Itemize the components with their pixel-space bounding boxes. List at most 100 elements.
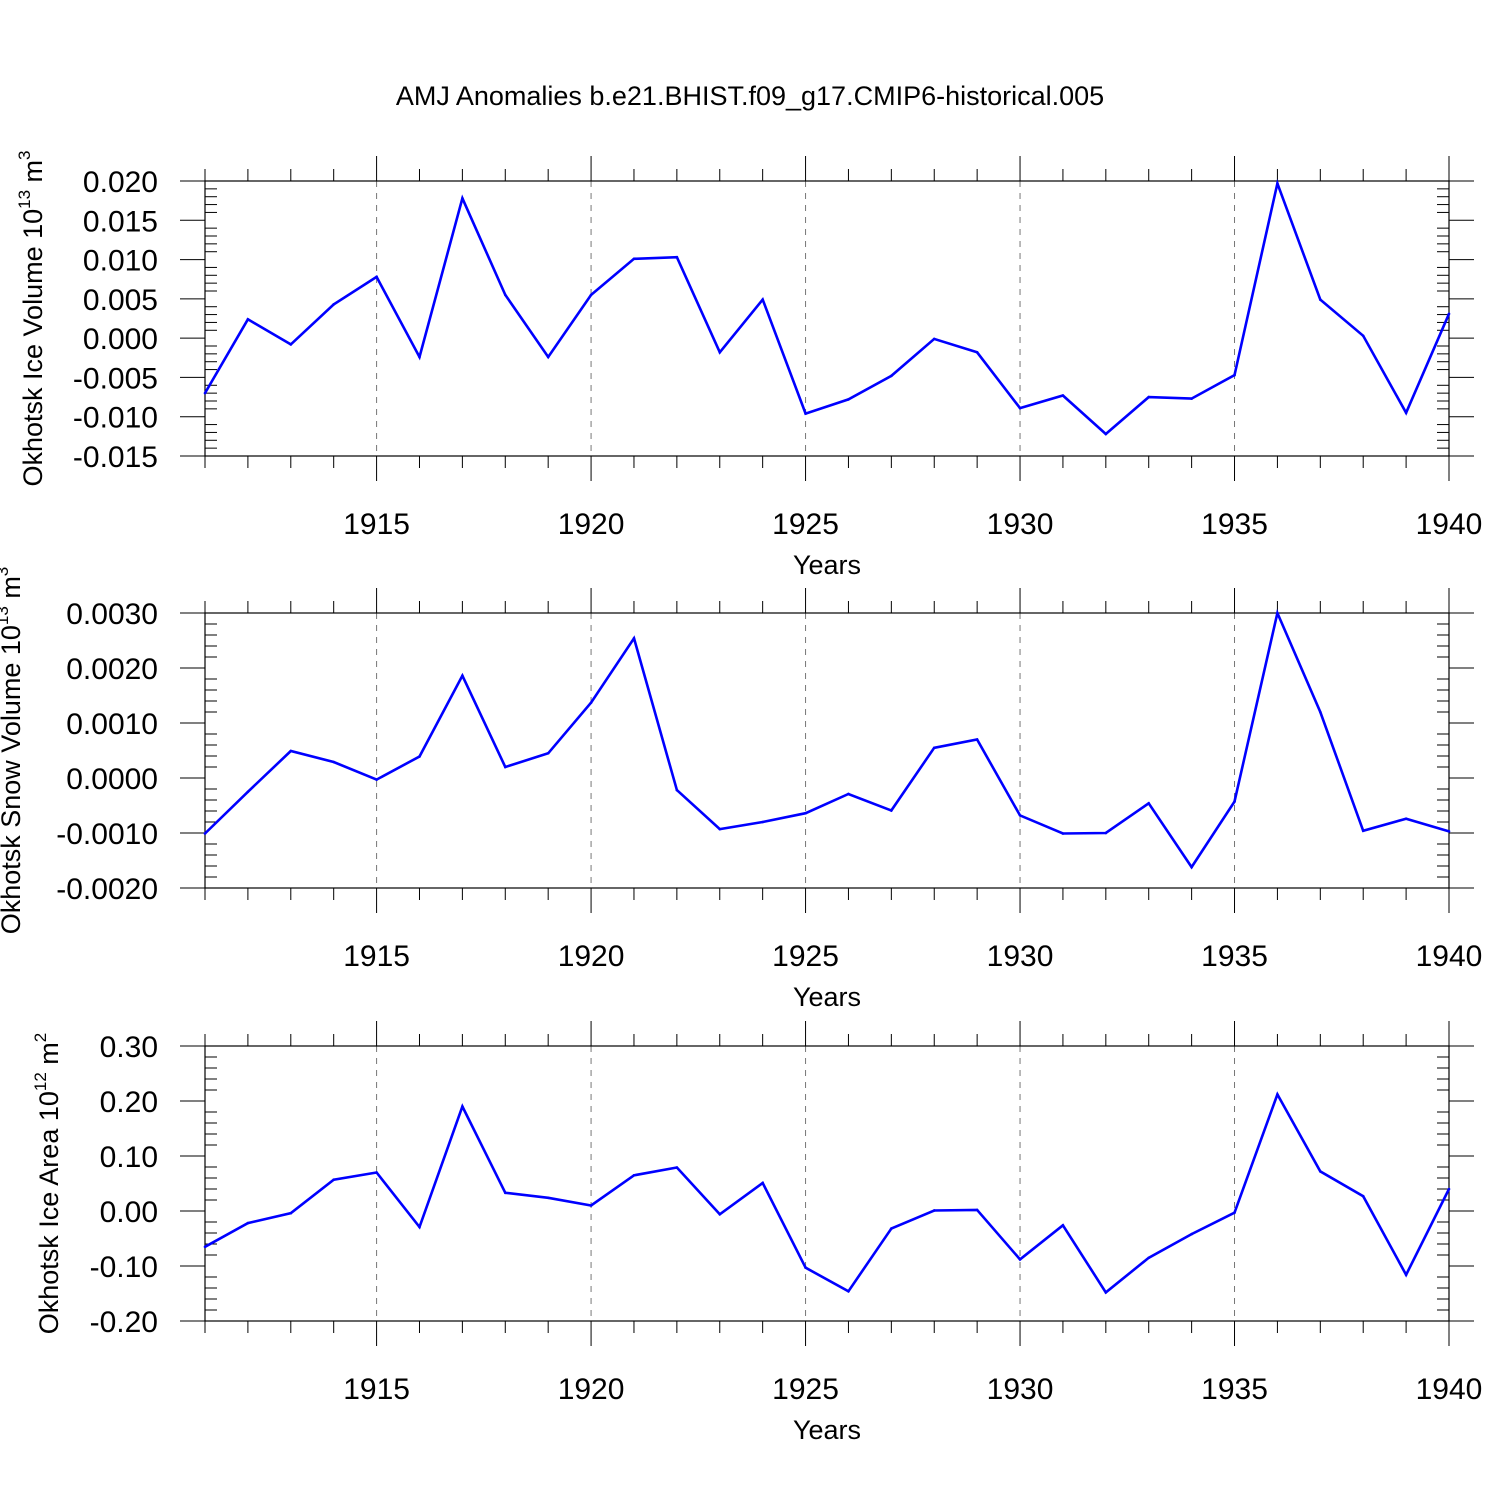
data-point (503, 765, 507, 769)
data-point (332, 760, 335, 764)
data-point (589, 293, 593, 297)
y-tick-label: 0.30 (100, 1031, 158, 1064)
data-point (503, 1191, 507, 1195)
plot-frame (204, 1045, 1450, 1322)
data-point (1147, 395, 1151, 399)
data-point (1104, 831, 1108, 835)
data-point (890, 809, 893, 812)
y-axis-label-exponent: 12 (31, 1072, 50, 1091)
data-point (675, 788, 679, 792)
x-tick-label: 1940 (1416, 508, 1483, 541)
y-axis-label-text: Okhotsk Snow Volume 10 (0, 625, 26, 934)
x-tick-label: 1930 (987, 508, 1054, 541)
y-axis-label: Okhotsk Ice Volume 1013 m3 (15, 150, 48, 486)
data-point (1061, 1224, 1065, 1227)
data-point (503, 293, 507, 297)
data-point (1233, 373, 1236, 377)
y-tick-label: -0.0010 (56, 818, 158, 851)
x-tick-label: 1925 (772, 508, 839, 541)
y-tick-label: 0.0020 (66, 653, 158, 686)
series-line (203, 178, 1451, 436)
y-tick-label: 0.015 (83, 205, 158, 238)
data-point (1447, 1187, 1451, 1191)
x-tick-label: 1940 (1416, 940, 1483, 973)
data-point (1319, 1170, 1322, 1173)
data-point (1361, 829, 1365, 833)
data-point (1104, 432, 1108, 436)
x-tick-label: 1935 (1201, 1373, 1268, 1406)
data-point (461, 674, 464, 677)
data-point (975, 738, 979, 741)
data-point (1361, 1194, 1365, 1198)
data-point (932, 1209, 936, 1212)
y-axis-label: Okhotsk Snow Volume 1013 m3 (0, 567, 26, 935)
data-point (761, 820, 764, 824)
y-tick-label: -0.015 (73, 441, 158, 474)
y-tick-label: 0.020 (83, 166, 158, 199)
data-point (546, 1196, 550, 1200)
data-point (589, 701, 593, 704)
data-point (1061, 832, 1065, 835)
data-point (246, 317, 250, 321)
x-tick-label: 1920 (558, 508, 625, 541)
x-axis-label: Years (793, 1415, 861, 1445)
plot-frame (204, 180, 1450, 457)
data-point (847, 1290, 850, 1293)
data-point (632, 637, 636, 640)
y-tick-label: 0.10 (100, 1141, 158, 1174)
y-axis-label-unit-exponent: 2 (31, 1033, 50, 1042)
data-point (461, 196, 464, 200)
data-point (1147, 1256, 1151, 1260)
data-point (589, 1204, 593, 1207)
data-point (1147, 802, 1151, 805)
data-point (1276, 611, 1279, 615)
y-axis-label-unit: m (18, 160, 48, 190)
data-point (546, 355, 550, 359)
x-tick-label: 1940 (1416, 1373, 1483, 1406)
y-tick-label: -0.010 (73, 402, 158, 435)
data-point (718, 827, 722, 831)
data-point (289, 343, 293, 346)
chart-panel-3: -0.20 -0.10 0.00 0.10 0.20 0.30 1915 1920 1925 19… (31, 1021, 1482, 1445)
data-point (546, 751, 550, 755)
y-tick-label: -0.005 (73, 362, 158, 395)
data-point (203, 832, 207, 835)
y-tick-label: -0.0020 (56, 873, 158, 906)
data-point (332, 1178, 335, 1181)
data-point (203, 1245, 207, 1249)
x-tick-label: 1930 (987, 940, 1054, 973)
data-point (847, 398, 850, 401)
data-point (418, 1225, 421, 1229)
data-point (1018, 406, 1022, 410)
x-tick-label: 1915 (343, 940, 410, 973)
data-point (718, 350, 722, 354)
data-point (332, 303, 335, 306)
data-point (932, 746, 936, 750)
chart-panel-1: -0.015 -0.010 -0.005 0.000 0.005 0.010 0.015 0.… (15, 150, 1482, 580)
data-point (1233, 800, 1236, 803)
y-axis-label-text: Okhotsk Ice Volume 10 (18, 209, 48, 487)
data-point (1233, 1211, 1236, 1214)
data-point (1319, 710, 1322, 714)
x-tick-label: 1925 (772, 1373, 839, 1406)
data-point (246, 1221, 250, 1225)
x-tick-label: 1935 (1201, 940, 1268, 973)
y-tick-label: 0.010 (83, 245, 158, 278)
x-tick-label: 1915 (343, 508, 410, 541)
x-tick-label: 1920 (558, 1373, 625, 1406)
data-point (804, 412, 807, 415)
data-point (1190, 1232, 1193, 1236)
series-line (204, 608, 1450, 870)
data-point (975, 350, 979, 354)
data-point (289, 749, 293, 753)
data-point (1404, 1273, 1408, 1277)
y-axis-label-unit: m (0, 576, 26, 606)
y-axis-label: Okhotsk Ice Area 1012 m2 (31, 1033, 64, 1335)
data-point (1018, 814, 1022, 817)
data-point (461, 1105, 464, 1108)
data-point (1276, 182, 1279, 185)
y-tick-label: 0.20 (100, 1086, 158, 1119)
x-tick-label: 1935 (1201, 508, 1268, 541)
y-axis-label-unit: m (34, 1042, 64, 1072)
